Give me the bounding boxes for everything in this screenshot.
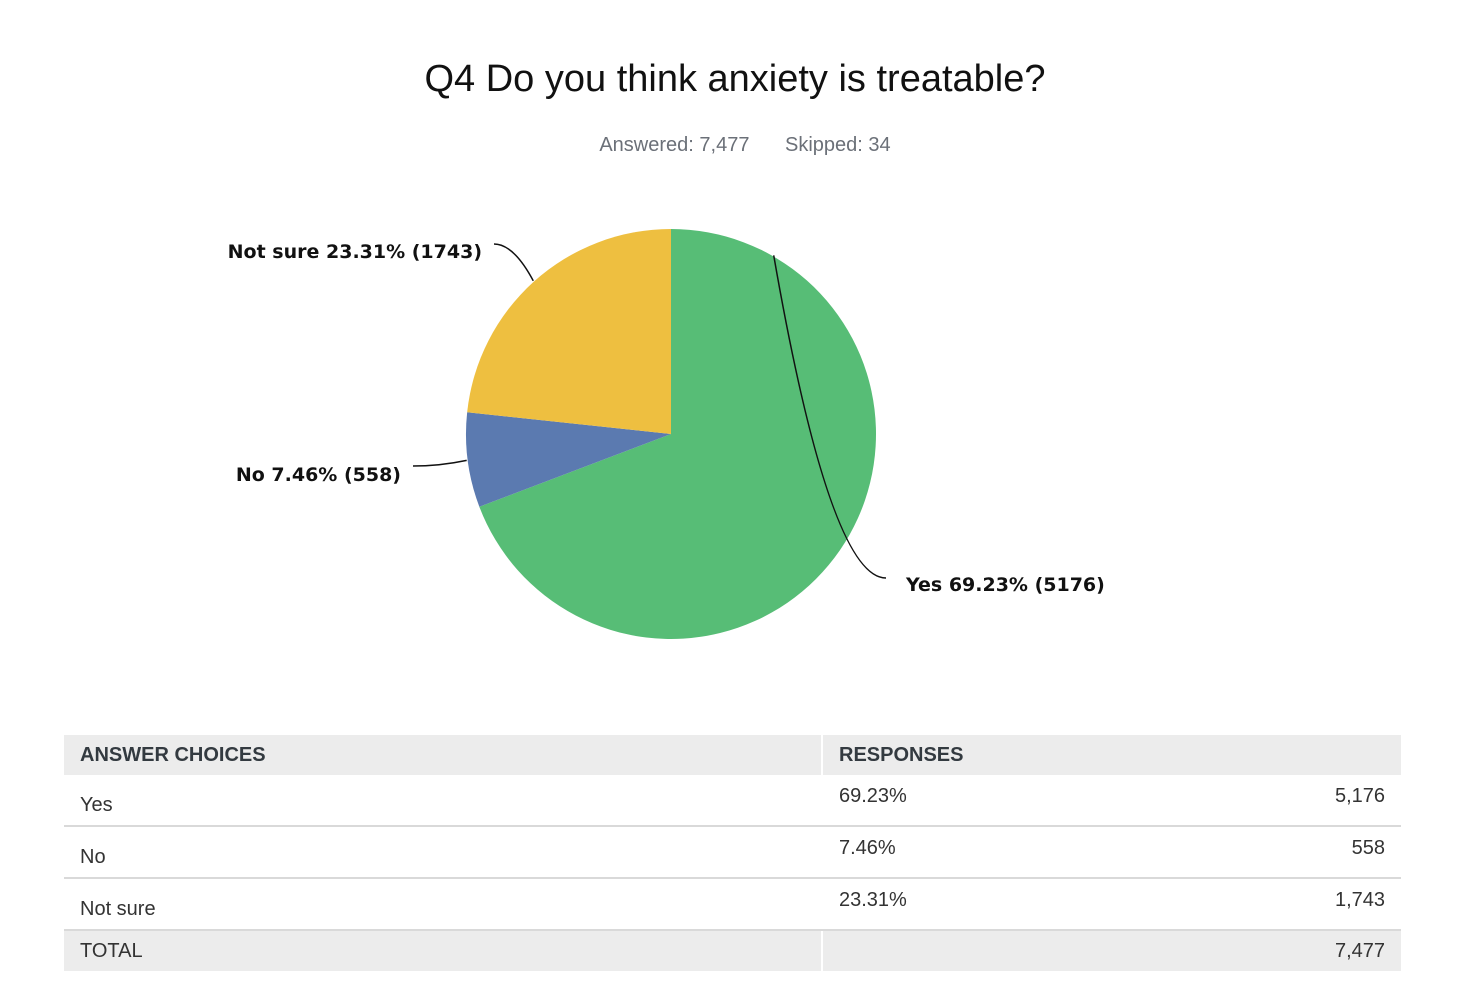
response-stats: Answered: 7,477 Skipped: 34 <box>0 134 1462 157</box>
total-empty-cell <box>821 930 1112 971</box>
results-table: ANSWER CHOICES RESPONSES Yes 69.23% 5,17… <box>64 735 1402 971</box>
slice-label-not-sure: Not sure 23.31% (1743) <box>228 241 482 263</box>
total-count: 7,477 <box>1112 930 1402 971</box>
pie-slice-not-sure <box>467 229 671 434</box>
slice-label-yes: Yes 69.23% (5176) <box>905 574 1105 596</box>
pie-slice-yes <box>479 229 876 640</box>
table-header-row: ANSWER CHOICES RESPONSES <box>64 735 1402 775</box>
leader-line-not-sure <box>493 243 534 282</box>
percent-cell: 69.23% <box>821 775 1112 827</box>
question-title: Q4 Do you think anxiety is treatable? <box>424 58 1046 100</box>
leader-line-yes <box>772 255 887 579</box>
responses-header: RESPONSES <box>820 735 1402 775</box>
table-row: No 7.46% 558 <box>64 826 1402 879</box>
answer-choices-header: ANSWER CHOICES <box>64 735 822 775</box>
pie-chart: Yes 69.23% (5176) No 7.46% (558) Not sure … <box>228 229 1105 640</box>
slice-label-no: No 7.46% (558) <box>236 464 401 486</box>
total-row: TOTAL 7,477 <box>64 930 1402 971</box>
leader-line-no <box>412 459 467 467</box>
table-row: Not sure 23.31% 1,743 <box>64 878 1402 931</box>
count-cell: 558 <box>1112 826 1402 879</box>
pie-slice-no <box>465 412 671 507</box>
skipped-count: Skipped: 34 <box>785 134 891 156</box>
choice-cell: Yes <box>64 775 822 827</box>
choice-cell: No <box>64 826 822 879</box>
count-cell: 1,743 <box>1112 878 1402 931</box>
table-row: Yes 69.23% 5,176 <box>64 775 1402 827</box>
percent-cell: 23.31% <box>821 878 1112 931</box>
total-label: TOTAL <box>64 930 822 971</box>
count-cell: 5,176 <box>1112 775 1402 827</box>
answered-count: Answered: 7,477 <box>599 134 750 156</box>
choice-cell: Not sure <box>64 878 822 931</box>
percent-cell: 7.46% <box>821 826 1112 879</box>
